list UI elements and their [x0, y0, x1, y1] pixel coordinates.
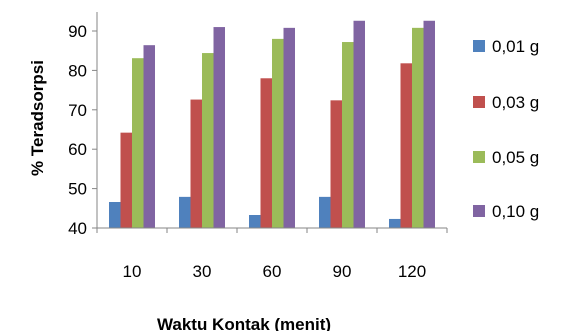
legend-label: 0,10 g	[492, 202, 539, 221]
bar-0-03-g-at-30	[190, 99, 202, 228]
y-ticks: 40 50 60 70 80 90	[68, 22, 97, 238]
x-tick-label: 60	[263, 262, 282, 281]
axes-group	[96, 12, 447, 229]
y-tick-label: 70	[68, 101, 87, 120]
legend-item: 0,03 g	[473, 93, 539, 112]
x-axis-title: Waktu Kontak (menit)	[157, 315, 331, 331]
bar-0-01-g-at-30	[179, 196, 191, 228]
bar-0-05-g-at-90	[342, 42, 354, 228]
bar-0-05-g-at-10	[132, 58, 144, 228]
bar-0-01-g-at-120	[389, 218, 401, 228]
x-ticks: 10 30 60 90 120	[96, 228, 448, 281]
x-tick-label: 30	[193, 262, 212, 281]
bar-0-10-g-at-90	[353, 20, 365, 229]
legend-item: 0,01 g	[473, 37, 539, 56]
x-tick-label: 120	[398, 262, 426, 281]
bar-0-05-g-at-60	[272, 38, 284, 228]
legend-swatch	[473, 96, 485, 108]
bar-0-03-g-at-90	[330, 100, 342, 228]
y-tick-label: 40	[68, 219, 87, 238]
bar-0-01-g-at-60	[249, 215, 261, 228]
bar-0-03-g-at-120	[400, 63, 412, 229]
legend-label: 0,03 g	[492, 93, 539, 112]
bar-0-10-g-at-60	[283, 27, 295, 228]
bar-0-05-g-at-120	[412, 27, 424, 228]
bar-0-03-g-at-10	[120, 132, 132, 228]
legend-item: 0,05 g	[473, 148, 539, 167]
legend: 0,01 g 0,03 g 0,05 g 0,10 g	[473, 37, 539, 221]
y-tick-label: 80	[68, 61, 87, 80]
bar-0-01-g-at-90	[319, 196, 331, 228]
legend-swatch	[473, 151, 485, 163]
bar-0-01-g-at-10	[109, 202, 121, 228]
legend-item: 0,10 g	[473, 202, 539, 221]
y-tick-label: 50	[68, 180, 87, 199]
bar-0-05-g-at-30	[202, 53, 214, 229]
legend-label: 0,01 g	[492, 37, 539, 56]
bar-0-10-g-at-30	[213, 27, 225, 229]
legend-swatch	[473, 205, 485, 217]
x-tick-label: 90	[333, 262, 352, 281]
bars-group	[109, 20, 435, 229]
legend-swatch	[473, 40, 485, 52]
y-tick-label: 60	[68, 140, 87, 159]
y-axis-title: % Teradsorpsi	[28, 60, 47, 176]
bar-0-03-g-at-60	[260, 78, 272, 228]
bar-0-10-g-at-120	[423, 20, 435, 229]
y-tick-label: 90	[68, 22, 87, 41]
bar-0-10-g-at-10	[143, 45, 155, 229]
legend-label: 0,05 g	[492, 148, 539, 167]
x-tick-label: 10	[123, 262, 142, 281]
